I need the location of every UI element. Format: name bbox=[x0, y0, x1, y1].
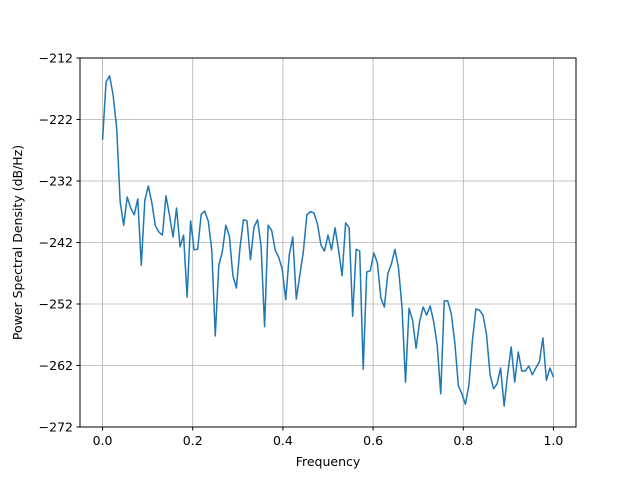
y-tick-label: −232 bbox=[39, 174, 73, 189]
x-tick-label: 1.0 bbox=[544, 433, 564, 448]
plot-area bbox=[101, 75, 555, 407]
x-tick-label: 0.6 bbox=[363, 433, 383, 448]
x-tick-label: 0.8 bbox=[453, 433, 473, 448]
y-tick-label: −222 bbox=[39, 112, 73, 127]
y-tick-label: −212 bbox=[39, 51, 73, 66]
y-tick-label: −272 bbox=[39, 420, 73, 435]
x-tick-label: 0.0 bbox=[93, 433, 113, 448]
x-axis-label: Frequency bbox=[296, 454, 361, 469]
y-tick-label: −242 bbox=[39, 235, 73, 250]
y-tick-label: −252 bbox=[39, 297, 73, 312]
y-axis-label: Power Spectral Density (dB/Hz) bbox=[10, 145, 25, 340]
x-tick-label: 0.4 bbox=[273, 433, 293, 448]
line-series bbox=[101, 75, 555, 407]
y-tick-label: −262 bbox=[39, 358, 73, 373]
x-tick-label: 0.2 bbox=[183, 433, 203, 448]
